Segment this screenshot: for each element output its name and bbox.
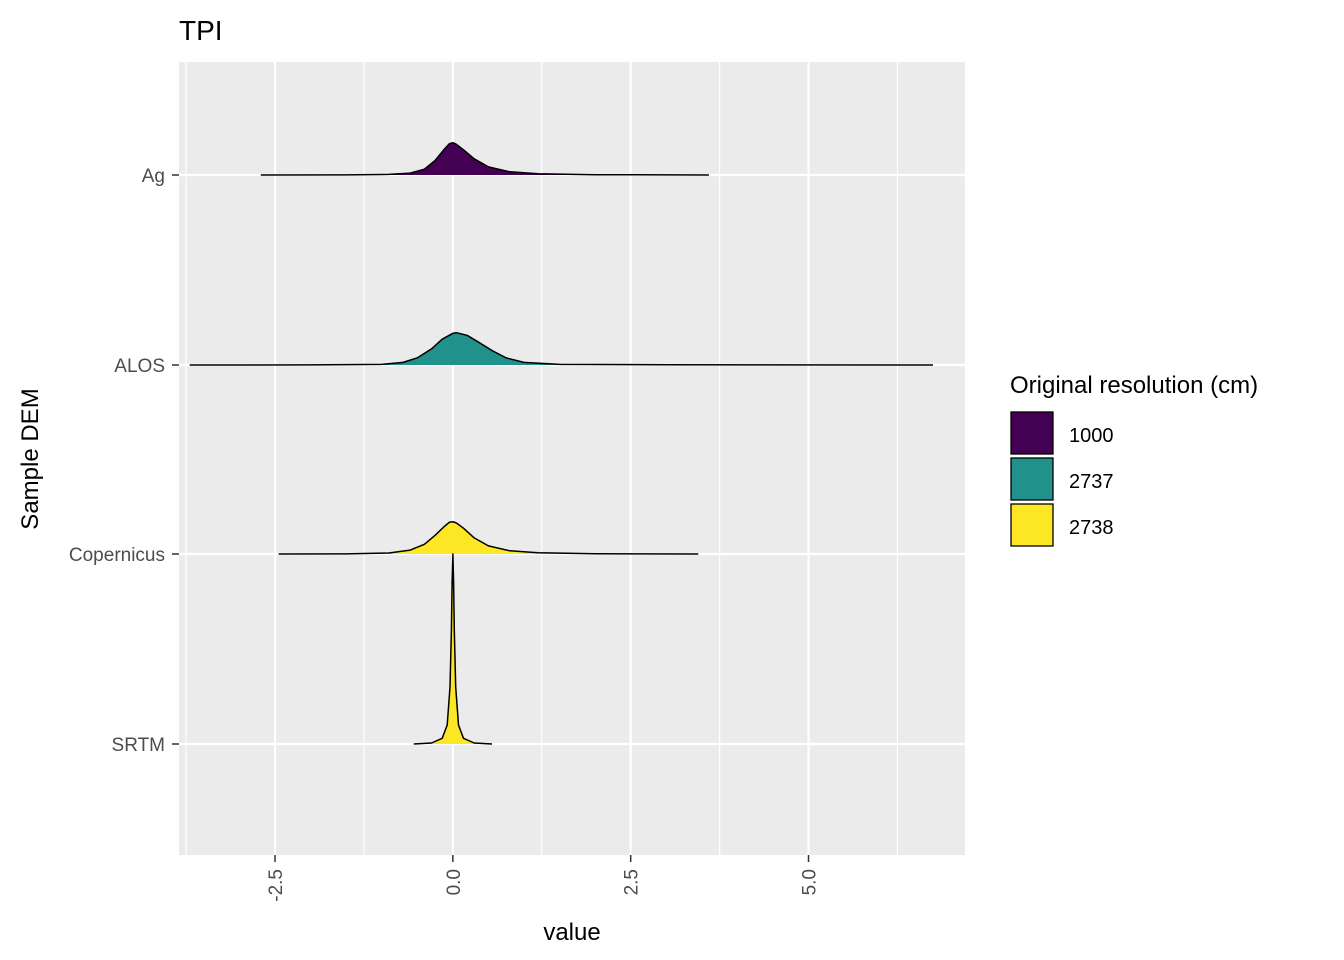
ridge-fill-srtm [413, 554, 492, 744]
x-tick-label: -2.5 [266, 869, 287, 902]
x-axis: -2.5 0.0 2.5 5.0 [266, 855, 821, 902]
x-axis-title: value [543, 919, 600, 946]
y-tick-label: Copernicus [69, 545, 165, 566]
legend-key-2737 [1010, 457, 1054, 501]
y-axis: Ag ALOS Copernicus SRTM [69, 166, 179, 756]
legend-key-2738 [1010, 503, 1054, 547]
ridge-outline-alos [189, 331, 934, 366]
y-tick-label: SRTM [112, 735, 165, 756]
legend-label-1000: 1000 [1069, 425, 1114, 447]
legend-label-2737: 2737 [1069, 471, 1114, 493]
x-tick-label: 2.5 [622, 869, 643, 895]
y-tick-label: ALOS [114, 356, 165, 377]
ridge-fill-copernicus [278, 521, 699, 554]
legend-label-2738: 2738 [1069, 517, 1114, 539]
ridge-fill-ag [260, 142, 709, 175]
density-ridges [189, 141, 934, 745]
plot-panel [179, 62, 965, 855]
y-tick-label: Ag [142, 166, 165, 187]
legend-title: Original resolution (cm) [1010, 372, 1258, 399]
ridge-outline-srtm [413, 553, 493, 745]
ridge-outline-copernicus [278, 520, 699, 555]
x-tick-label: 5.0 [800, 869, 821, 895]
y-axis-title: Sample DEM [17, 388, 44, 529]
ridge-outline-ag [260, 141, 709, 176]
legend: Original resolution (cm) 1000 2737 2738 [1010, 372, 1258, 547]
legend-key-1000 [1010, 411, 1054, 455]
chart-title: TPI [179, 15, 223, 46]
x-tick-label: 0.0 [444, 869, 465, 895]
